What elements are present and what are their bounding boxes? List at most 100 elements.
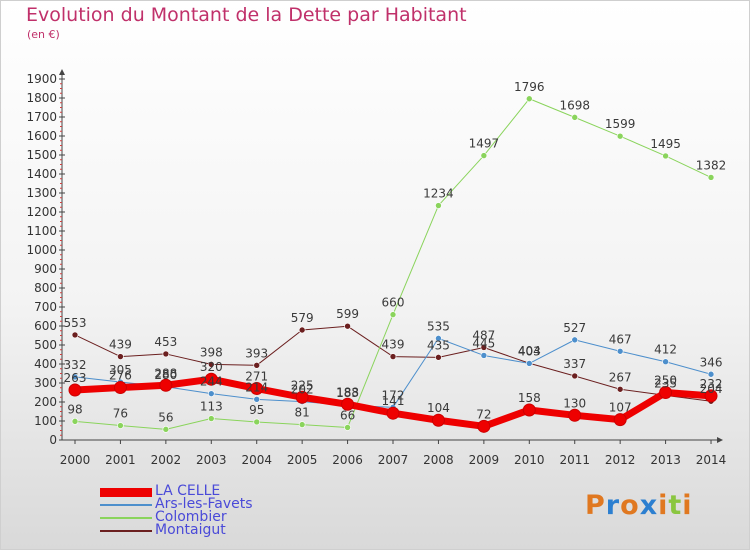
legend-label-ars-les-favets: Ars-les-Favets <box>155 496 253 512</box>
x-tick-label: 2007 <box>378 453 409 467</box>
data-label-ars-les-favets: 172 <box>382 388 405 402</box>
data-label-colombier: 1234 <box>423 187 454 201</box>
data-point-montaigut <box>571 372 579 380</box>
x-tick-label: 2010 <box>514 453 545 467</box>
data-label-colombier: 81 <box>295 406 310 420</box>
data-label-colombier: 76 <box>113 407 128 421</box>
data-label-colombier: 1495 <box>650 137 681 151</box>
legend-label-colombier: Colombier <box>155 509 227 525</box>
data-label-montaigut: 439 <box>382 338 405 352</box>
data-label-colombier: 95 <box>249 403 264 417</box>
y-tick-label: 700 <box>34 300 57 314</box>
x-tick-label: 2005 <box>287 453 318 467</box>
data-label-colombier: 1698 <box>559 98 590 112</box>
legend-swatch-la-celle <box>100 487 152 497</box>
data-label-montaigut: 599 <box>336 307 359 321</box>
x-tick-label: 2012 <box>605 453 636 467</box>
data-label-colombier: 113 <box>200 400 223 414</box>
data-point-montaigut <box>298 326 306 334</box>
data-point-ars-les-favets <box>71 373 79 381</box>
data-label-montaigut: 393 <box>245 346 268 360</box>
data-point-ars-les-favets <box>253 396 261 403</box>
data-point-colombier <box>117 422 124 429</box>
y-tick-label: 800 <box>34 281 57 295</box>
data-label-la-celle: 107 <box>609 401 632 415</box>
data-label-ars-les-favets: 445 <box>472 336 495 350</box>
legend-label-montaigut: Montaigut <box>155 522 226 538</box>
data-label-la-celle: 232 <box>700 377 723 391</box>
data-label-la-celle: 288 <box>154 366 177 380</box>
data-label-la-celle: 72 <box>476 407 491 421</box>
y-tick-label: 1000 <box>26 243 57 257</box>
data-point-colombier <box>389 311 397 318</box>
data-label-montaigut: 439 <box>109 338 132 352</box>
data-label-montaigut: 267 <box>609 370 632 384</box>
logo-letter: o <box>620 490 640 521</box>
data-point-colombier <box>571 114 579 121</box>
data-point-la-celle <box>204 372 218 386</box>
data-point-montaigut <box>162 350 170 358</box>
data-label-la-celle: 141 <box>382 394 405 408</box>
data-label-montaigut: 579 <box>291 311 314 325</box>
chart-unit-subtitle: (en €) <box>27 28 60 41</box>
y-tick-label: 600 <box>34 319 57 333</box>
data-label-ars-les-favets: 527 <box>563 321 586 335</box>
data-label-la-celle: 320 <box>200 360 223 374</box>
y-tick-label: 0 <box>49 433 57 447</box>
data-label-ars-les-favets: 183 <box>336 386 359 400</box>
data-point-montaigut <box>253 362 261 369</box>
data-point-montaigut <box>616 385 624 393</box>
data-label-montaigut: 404 <box>518 344 541 358</box>
data-point-montaigut <box>71 331 79 339</box>
y-tick-label: 1800 <box>26 91 57 105</box>
logo-letter: t <box>668 490 683 521</box>
data-point-colombier <box>480 152 488 159</box>
legend-swatch-ars-les-favets <box>100 504 152 506</box>
data-label-la-celle: 250 <box>654 374 677 388</box>
data-point-colombier <box>616 132 624 140</box>
data-point-la-celle <box>386 406 400 420</box>
y-tick-label: 1300 <box>26 186 57 200</box>
x-axis-arrow <box>717 437 724 443</box>
data-point-la-celle <box>522 403 536 417</box>
data-point-la-celle <box>295 390 309 404</box>
data-label-ars-les-favets: 244 <box>200 375 223 389</box>
data-point-colombier <box>298 421 306 428</box>
y-tick-label: 1200 <box>26 205 57 219</box>
data-label-la-celle: 276 <box>109 369 132 383</box>
data-point-colombier <box>707 174 715 181</box>
data-label-ars-les-favets: 403 <box>518 344 541 358</box>
logo-letter: x <box>639 490 659 521</box>
data-point-ars-les-favets <box>435 335 442 342</box>
data-label-colombier: 1599 <box>605 117 636 131</box>
data-label-la-celle: 130 <box>563 396 586 410</box>
y-tick-label: 100 <box>34 414 57 428</box>
data-label-ars-les-favets: 412 <box>654 343 677 357</box>
data-label-ars-les-favets: 346 <box>700 355 723 369</box>
x-tick-label: 2013 <box>650 453 681 467</box>
x-tick-label: 2002 <box>151 453 182 467</box>
data-point-montaigut <box>117 353 124 360</box>
data-label-montaigut: 487 <box>472 328 495 342</box>
data-label-ars-les-favets: 214 <box>245 380 268 394</box>
data-point-la-celle <box>68 383 82 397</box>
data-label-montaigut: 204 <box>700 382 723 396</box>
y-tick-label: 1400 <box>26 167 57 181</box>
data-point-la-celle <box>613 413 627 427</box>
data-point-la-celle <box>431 413 445 427</box>
data-point-ars-les-favets <box>207 390 215 397</box>
data-point-montaigut <box>389 353 397 360</box>
data-point-montaigut <box>435 354 442 361</box>
data-label-ars-les-favets: 332 <box>64 358 87 372</box>
data-point-ars-les-favets <box>525 360 533 367</box>
data-point-la-celle <box>250 382 264 396</box>
x-tick-label: 2001 <box>105 453 136 467</box>
data-point-la-celle <box>568 408 582 422</box>
data-point-montaigut <box>207 361 215 368</box>
data-point-colombier <box>207 415 215 422</box>
data-label-ars-les-favets: 467 <box>609 332 632 346</box>
logo-letter: i <box>682 490 693 521</box>
chart-title: Evolution du Montant de la Dette par Hab… <box>26 4 467 26</box>
y-tick-label: 300 <box>34 376 57 390</box>
